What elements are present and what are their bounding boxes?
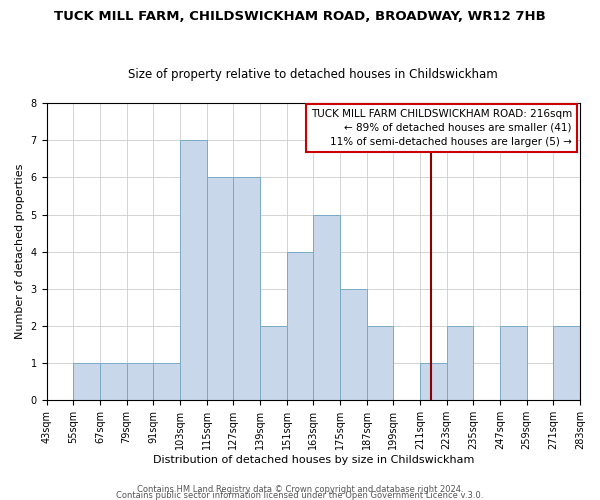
Text: TUCK MILL FARM CHILDSWICKHAM ROAD: 216sqm
← 89% of detached houses are smaller (: TUCK MILL FARM CHILDSWICKHAM ROAD: 216sq… bbox=[311, 109, 572, 147]
Y-axis label: Number of detached properties: Number of detached properties bbox=[15, 164, 25, 340]
Bar bbox=[127, 363, 153, 401]
Bar bbox=[420, 363, 446, 401]
X-axis label: Distribution of detached houses by size in Childswickham: Distribution of detached houses by size … bbox=[152, 455, 474, 465]
Bar bbox=[313, 214, 340, 400]
Bar bbox=[233, 178, 260, 400]
Bar bbox=[367, 326, 393, 400]
Bar bbox=[260, 326, 287, 400]
Bar bbox=[340, 289, 367, 401]
Text: TUCK MILL FARM, CHILDSWICKHAM ROAD, BROADWAY, WR12 7HB: TUCK MILL FARM, CHILDSWICKHAM ROAD, BROA… bbox=[54, 10, 546, 23]
Bar bbox=[553, 326, 580, 400]
Bar bbox=[100, 363, 127, 401]
Bar bbox=[287, 252, 313, 400]
Text: Contains public sector information licensed under the Open Government Licence v.: Contains public sector information licen… bbox=[116, 490, 484, 500]
Bar bbox=[153, 363, 180, 401]
Title: Size of property relative to detached houses in Childswickham: Size of property relative to detached ho… bbox=[128, 68, 498, 81]
Bar bbox=[180, 140, 206, 400]
Bar bbox=[446, 326, 473, 400]
Bar bbox=[206, 178, 233, 400]
Text: Contains HM Land Registry data © Crown copyright and database right 2024.: Contains HM Land Registry data © Crown c… bbox=[137, 484, 463, 494]
Bar bbox=[73, 363, 100, 401]
Bar bbox=[500, 326, 527, 400]
